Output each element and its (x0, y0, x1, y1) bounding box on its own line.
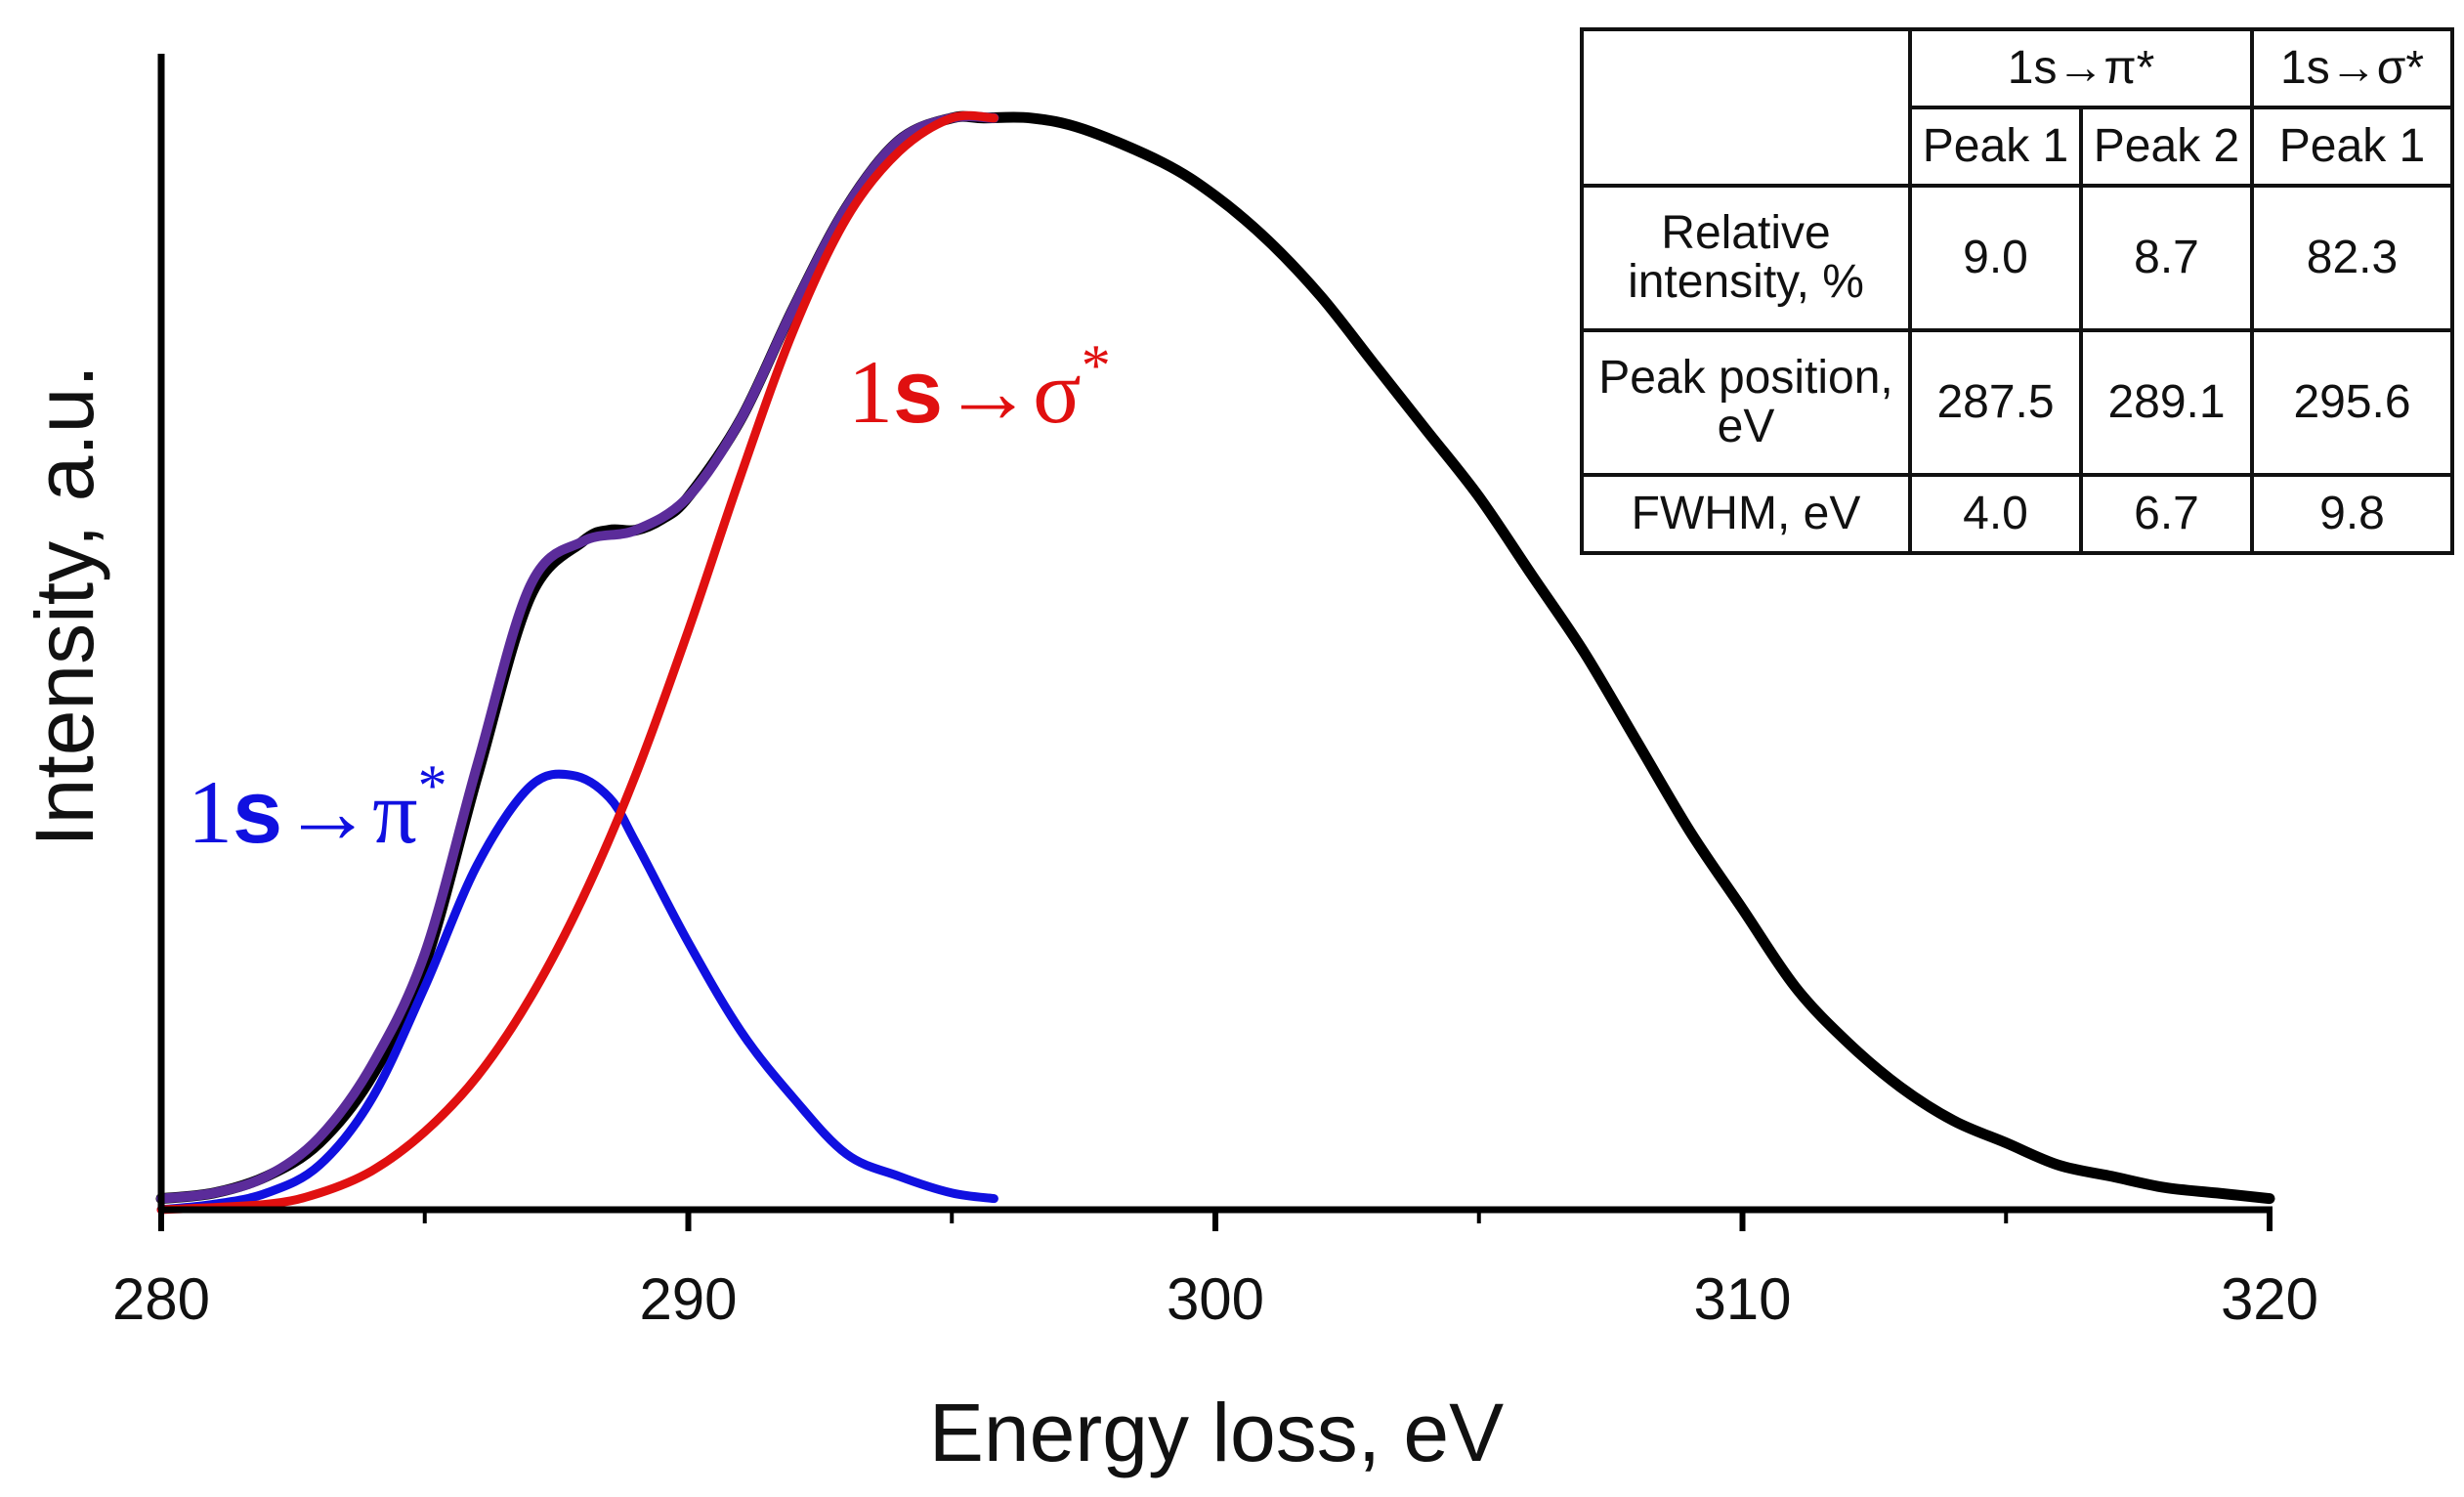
x-tick-label: 290 (639, 1266, 737, 1332)
table-row-label: Relative intensity, % (1580, 184, 1912, 332)
table-row-label: Peak position, eV (1580, 328, 1912, 477)
table-cell: 4.0 (1908, 473, 2083, 555)
sigma-star-annotation: 1s→σ* (848, 333, 1111, 442)
peak-parameters-table: 1s→π* 1s→σ* Peak 1 Peak 2 Peak 1 Relativ… (1580, 27, 2454, 555)
pi-star-peak-line (156, 769, 998, 1215)
x-axis-label: Energy loss, eV (929, 1387, 1504, 1478)
pi-star-annotation: 1s→π* (188, 753, 447, 862)
table-cell: 289.1 (2079, 328, 2254, 477)
table-group-header-pi: 1s→π* (1908, 27, 2254, 109)
table-group-header-row: 1s→π* 1s→σ* (1580, 27, 2454, 188)
x-tick-label: 300 (1167, 1266, 1264, 1332)
x-ticks: 280 290 300 310 320 (112, 1210, 2318, 1332)
table-cell: 8.7 (2079, 184, 2254, 332)
plot-area (155, 110, 2275, 1215)
table-sub-header: Peak 1 (2250, 106, 2454, 188)
cumulative-fit-line (156, 111, 999, 1204)
table-cell: 6.7 (2079, 473, 2254, 555)
table-group-header-sigma: 1s→σ* (2250, 27, 2454, 109)
table-row-label: FWHM, eV (1580, 473, 1912, 555)
table-row: Relative intensity, % 9.0 8.7 82.3 (1580, 184, 2454, 332)
table-row: FWHM, eV 4.0 6.7 9.8 (1580, 473, 2454, 555)
x-tick-label: 310 (1693, 1266, 1791, 1332)
x-tick-label: 280 (112, 1266, 210, 1332)
table-corner-cell (1580, 27, 1912, 188)
table-row: Peak position, eV 287.5 289.1 295.6 (1580, 328, 2454, 477)
x-tick-label: 320 (2221, 1266, 2318, 1332)
table-cell: 9.0 (1908, 184, 2083, 332)
table-cell: 9.8 (2250, 473, 2454, 555)
table-sub-header: Peak 2 (2079, 106, 2254, 188)
table-cell: 295.6 (2250, 328, 2454, 477)
table-cell: 82.3 (2250, 184, 2454, 332)
sigma-star-peak-line (156, 110, 998, 1215)
table-sub-header-row: Peak 1 Peak 2 Peak 1 (1582, 106, 2454, 188)
table-cell: 287.5 (1908, 328, 2083, 477)
table-sub-header: Peak 1 (1908, 106, 2083, 188)
y-axis-label: Intensity, a.u. (19, 364, 110, 846)
